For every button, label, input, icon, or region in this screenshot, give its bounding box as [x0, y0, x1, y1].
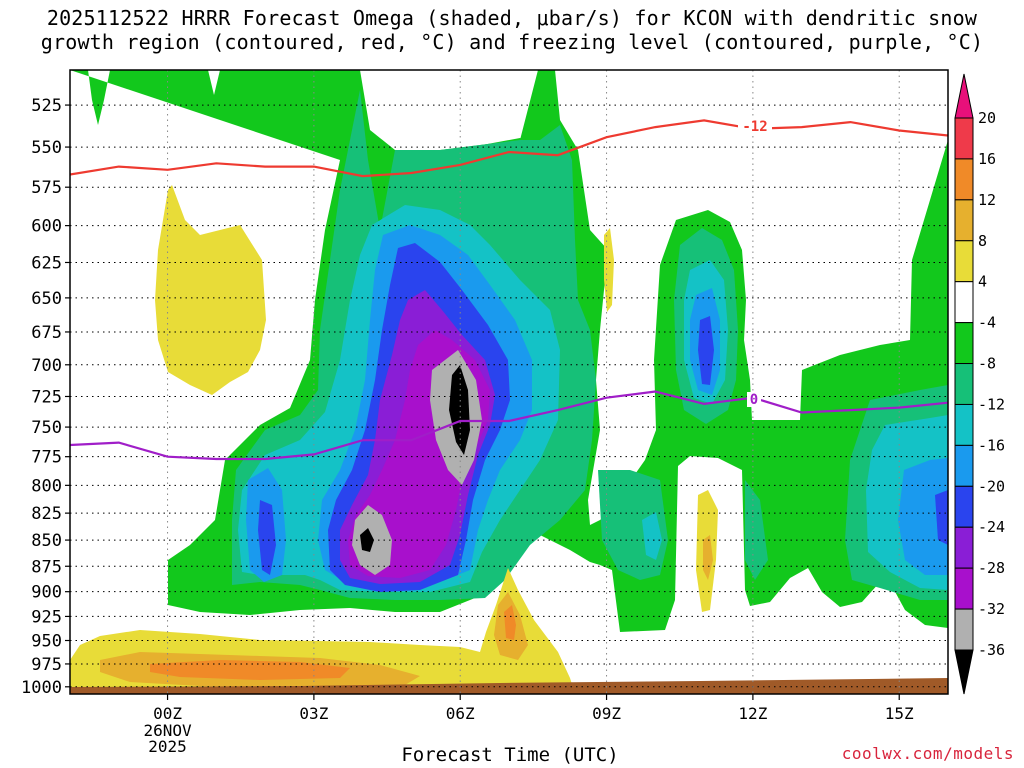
title-line-2: growth region (contoured, red, °C) and f… [40, 30, 984, 54]
y-tick-label: 525 [31, 96, 62, 116]
colorbar-swatch [954, 608, 974, 651]
colorbar-swatch [954, 526, 974, 569]
freezing-level-isotherm [70, 390, 948, 461]
x-tick-date: 26NOV [143, 721, 192, 740]
y-tick-label: 725 [31, 387, 62, 407]
x-tick-label: 15Z [885, 704, 914, 723]
colorbar-label: -24 [978, 518, 1005, 536]
colorbar-label: 16 [978, 150, 996, 168]
colorbar-label: -8 [978, 355, 996, 373]
pressure-axis-labels: 525 550 575 600 625 650 675 700 725 750 775 800 825 8… [21, 96, 70, 698]
y-tick-label: 800 [31, 476, 62, 496]
colorbar-swatch [954, 199, 974, 242]
y-tick-label: 575 [31, 178, 62, 198]
colorbar-swatch [954, 117, 974, 160]
colorbar-label: -28 [978, 559, 1005, 577]
colorbar-swatch [954, 444, 974, 487]
colorbar-swatch [954, 240, 974, 283]
contour-labels: -12 0 [738, 118, 772, 408]
chart-title: 2025112522 HRRR Forecast Omega (shaded, … [0, 6, 1024, 54]
y-tick-label: 825 [31, 504, 62, 524]
colorbar-swatch [954, 567, 974, 610]
x-tick-label: 12Z [738, 704, 767, 723]
dgz-minus12-isotherm [70, 119, 948, 178]
x-tick-label: 09Z [592, 704, 621, 723]
colorbar-swatch [954, 363, 974, 405]
colorbar-label: 8 [978, 232, 987, 250]
colorbar-swatch [954, 158, 974, 201]
omega-region-minus8-e [745, 480, 768, 580]
y-tick-label: 850 [31, 531, 62, 551]
y-tick-label: 1000 [21, 678, 62, 698]
omega-region-plus12-b [504, 605, 516, 640]
plot-frame [69, 69, 949, 695]
y-tick-label: 600 [31, 217, 62, 237]
colorbar-swatch [954, 403, 974, 446]
y-tick-label: 925 [31, 607, 62, 627]
colorbar-swatch [954, 322, 974, 365]
pressure-gridlines [70, 104, 948, 688]
omega-region-plus8-c [703, 535, 713, 580]
omega-region-minus36 [449, 365, 470, 455]
omega-colorbar: 20 16 12 8 4 -4 -8 -12 -16 -20 -24 -28 -32 -36 [954, 73, 1005, 695]
colorbar-label: 20 [978, 109, 996, 127]
omega-region-plus12 [150, 660, 350, 680]
freezing-level-contour-label: 0 [750, 392, 758, 408]
omega-region-minus16-d [898, 458, 948, 575]
title-line-1: 2025112522 HRRR Forecast Omega (shaded, … [46, 6, 978, 30]
omega-region-minus20-c [698, 316, 714, 385]
colorbar-label: 12 [978, 191, 996, 209]
source-credit: coolwx.com/models [841, 744, 1014, 763]
x-tick-year: 2025 [148, 737, 187, 756]
colorbar-top-arrow [954, 73, 974, 119]
colorbar-swatch [954, 281, 974, 324]
x-tick-label: 06Z [446, 704, 475, 723]
x-tick-label: 03Z [299, 704, 328, 723]
colorbar-label: -12 [978, 395, 1005, 413]
y-tick-label: 900 [31, 583, 62, 603]
omega-region-minus20-b [258, 500, 276, 575]
colorbar-bottom-arrow [954, 649, 974, 695]
y-tick-label: 750 [31, 418, 62, 438]
y-tick-label: 625 [31, 253, 62, 273]
contour-lines [70, 119, 948, 461]
omega-region-minus20-d [935, 490, 948, 545]
colorbar-label: -36 [978, 641, 1005, 659]
omega-region-minus12-d [642, 512, 662, 560]
dgz-label-background [738, 118, 772, 134]
frz-label-background [747, 392, 761, 407]
y-tick-label: 950 [31, 631, 62, 651]
dgz-contour-label: -12 [742, 119, 767, 135]
colorbar-label: 4 [978, 273, 987, 291]
x-tick-label: 00Z [153, 704, 182, 723]
y-tick-label: 550 [31, 138, 62, 158]
colorbar-label: -32 [978, 600, 1005, 618]
y-tick-label: 775 [31, 448, 62, 468]
y-tick-label: 675 [31, 323, 62, 343]
x-axis-title: Forecast Time (UTC) [401, 744, 619, 766]
colorbar-label: -4 [978, 314, 996, 332]
terrain-surface [70, 678, 948, 694]
y-tick-label: 875 [31, 557, 62, 577]
y-tick-label: 650 [31, 289, 62, 309]
y-tick-label: 700 [31, 356, 62, 376]
colorbar-swatch [954, 485, 974, 528]
colorbar-label: -20 [978, 477, 1005, 495]
colorbar-label: -16 [978, 436, 1005, 454]
y-tick-label: 975 [31, 655, 62, 675]
omega-region-plus4 [155, 185, 266, 395]
omega-shading [70, 70, 948, 694]
